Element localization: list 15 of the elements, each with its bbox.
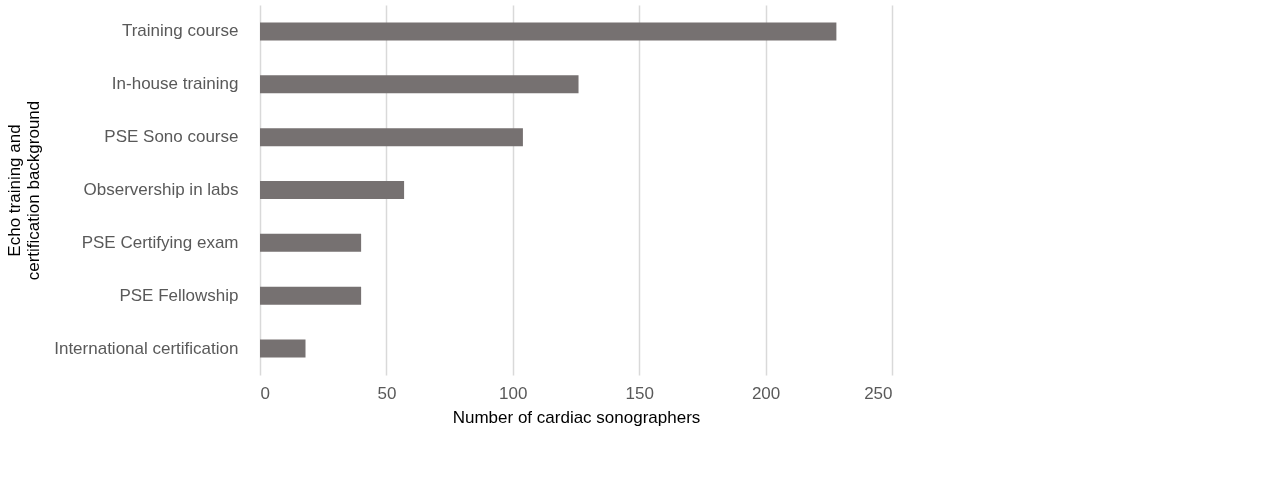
x-tick-label: 150 bbox=[625, 383, 654, 403]
y-tick-label: Observership in labs bbox=[83, 180, 239, 199]
y-tick-label: PSE Sono course bbox=[104, 127, 239, 147]
y-tick-label: PSE Certifying exam bbox=[81, 232, 239, 252]
x-tick-label: 0 bbox=[260, 383, 270, 403]
y-tick-label: PSE Fellowship bbox=[119, 285, 239, 305]
y-tick-label: Training course bbox=[121, 21, 239, 41]
x-tick-label: 200 bbox=[751, 383, 781, 403]
x-axis-title: Number of cardiac sonographers bbox=[452, 407, 701, 427]
y-tick-label: International certification bbox=[54, 338, 239, 358]
y-axis-title: Echo training and certification background bbox=[4, 100, 43, 281]
y-tick-label: In-house training bbox=[111, 74, 239, 94]
x-tick-label: 100 bbox=[499, 383, 528, 403]
x-tick-label: 250 bbox=[864, 383, 893, 403]
x-tick-label: 50 bbox=[377, 383, 397, 403]
